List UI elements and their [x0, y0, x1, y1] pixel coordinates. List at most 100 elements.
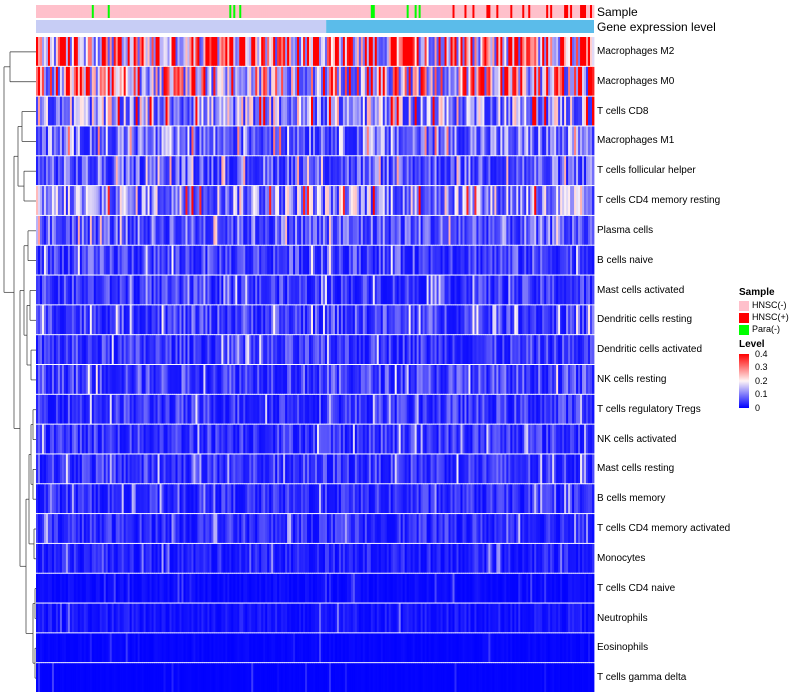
heatmap-cell	[169, 394, 172, 424]
heatmap-cell	[442, 66, 445, 96]
heatmap-cell	[400, 365, 404, 394]
heatmap-cell	[75, 186, 79, 215]
heatmap-cell	[396, 245, 400, 275]
heatmap-cell	[470, 186, 473, 215]
heatmap-cell	[562, 186, 565, 215]
heatmap-cell	[159, 424, 162, 454]
heatmap-cell	[225, 275, 228, 305]
heatmap-cell	[297, 394, 300, 424]
heatmap-cell	[366, 126, 370, 156]
heatmap-cell	[356, 484, 360, 514]
heatmap-cell	[161, 126, 164, 156]
heatmap-cell	[161, 305, 164, 335]
heatmap-cell	[303, 275, 306, 305]
heatmap-cell	[464, 335, 467, 364]
heatmap-cell	[412, 424, 416, 454]
heatmap-cell	[404, 37, 408, 66]
heatmap-cell	[53, 66, 57, 96]
heatmap-cell	[173, 215, 176, 245]
heatmap-cell	[522, 484, 525, 514]
heatmap-cell	[169, 215, 172, 245]
heatmap-cell	[528, 215, 531, 245]
heatmap-cell	[532, 156, 535, 186]
heatmap-cell	[185, 365, 188, 394]
heatmap-cell	[422, 156, 425, 186]
heatmap-cell	[273, 484, 276, 514]
heatmap-cell	[330, 245, 334, 275]
heatmap-cell	[57, 454, 61, 484]
heatmap-cell	[133, 543, 137, 573]
heatmap-cell	[261, 215, 264, 245]
heatmap-cell	[285, 394, 288, 424]
heatmap-cell	[47, 186, 51, 215]
heatmap-cell	[153, 66, 156, 96]
heatmap-cell	[77, 186, 81, 215]
heatmap-cell	[181, 365, 184, 394]
heatmap-cell	[344, 66, 348, 96]
heatmap-cell	[41, 454, 45, 484]
heatmap-cell	[326, 394, 330, 424]
heatmap-cell	[183, 37, 186, 66]
heatmap-cell	[482, 335, 485, 364]
heatmap-cell	[442, 215, 445, 245]
heatmap-cell	[141, 96, 145, 126]
heatmap-cell	[504, 96, 507, 126]
heatmap-cell	[356, 335, 360, 364]
heatmap-cell	[566, 126, 569, 156]
heatmap-cell	[115, 96, 119, 126]
heatmap-cell	[330, 484, 334, 514]
heatmap-cell	[129, 186, 133, 215]
heatmap-cell	[500, 275, 503, 305]
heatmap-cell	[498, 454, 501, 484]
heatmap-cell	[352, 66, 356, 96]
heatmap-cell	[360, 454, 364, 484]
heatmap-cell	[193, 186, 196, 215]
heatmap-cell	[444, 215, 447, 245]
heatmap-cell	[207, 275, 210, 305]
heatmap-cell	[578, 96, 581, 126]
heatmap-cell	[472, 96, 475, 126]
heatmap-cell	[139, 215, 143, 245]
heatmap-cell	[316, 126, 320, 156]
heatmap-cell	[55, 126, 59, 156]
heatmap-cell	[173, 454, 176, 484]
heatmap-cell	[53, 126, 57, 156]
heatmap-cell	[159, 156, 162, 186]
heatmap-cell	[101, 275, 105, 305]
heatmap-cell	[466, 66, 469, 96]
heatmap-cell	[263, 543, 266, 573]
heatmap-cell	[504, 66, 507, 96]
heatmap-cell	[460, 126, 463, 156]
heatmap-cell	[243, 275, 246, 305]
heatmap-cell	[340, 245, 344, 275]
heatmap-cell	[243, 394, 246, 424]
heatmap-cell	[514, 66, 517, 96]
heatmap-cell	[253, 215, 256, 245]
heatmap-cell	[75, 394, 79, 424]
heatmap-cell	[211, 126, 214, 156]
heatmap-cell	[502, 156, 505, 186]
heatmap-cell	[440, 96, 443, 126]
heatmap-cell	[113, 66, 117, 96]
heatmap-cell	[73, 245, 77, 275]
heatmap-cell	[133, 215, 137, 245]
heatmap-cell	[336, 186, 340, 215]
heatmap-cell	[167, 394, 170, 424]
heatmap-cell	[328, 543, 332, 573]
heatmap-cell	[147, 215, 150, 245]
heatmap-cell	[221, 37, 224, 66]
heatmap-cell	[221, 275, 224, 305]
heatmap-cell	[508, 186, 511, 215]
heatmap-cell	[402, 454, 406, 484]
heatmap-cell	[247, 454, 250, 484]
heatmap-cell	[305, 245, 308, 275]
heatmap-cell	[492, 424, 495, 454]
heatmap-cell	[313, 186, 316, 215]
heatmap-cell	[564, 394, 567, 424]
heatmap-cell	[534, 275, 537, 305]
heatmap-cell	[237, 335, 240, 364]
heatmap-cell	[171, 484, 174, 514]
heatmap-cell	[424, 454, 427, 484]
heatmap-cell	[370, 424, 374, 454]
heatmap-cell	[500, 126, 503, 156]
